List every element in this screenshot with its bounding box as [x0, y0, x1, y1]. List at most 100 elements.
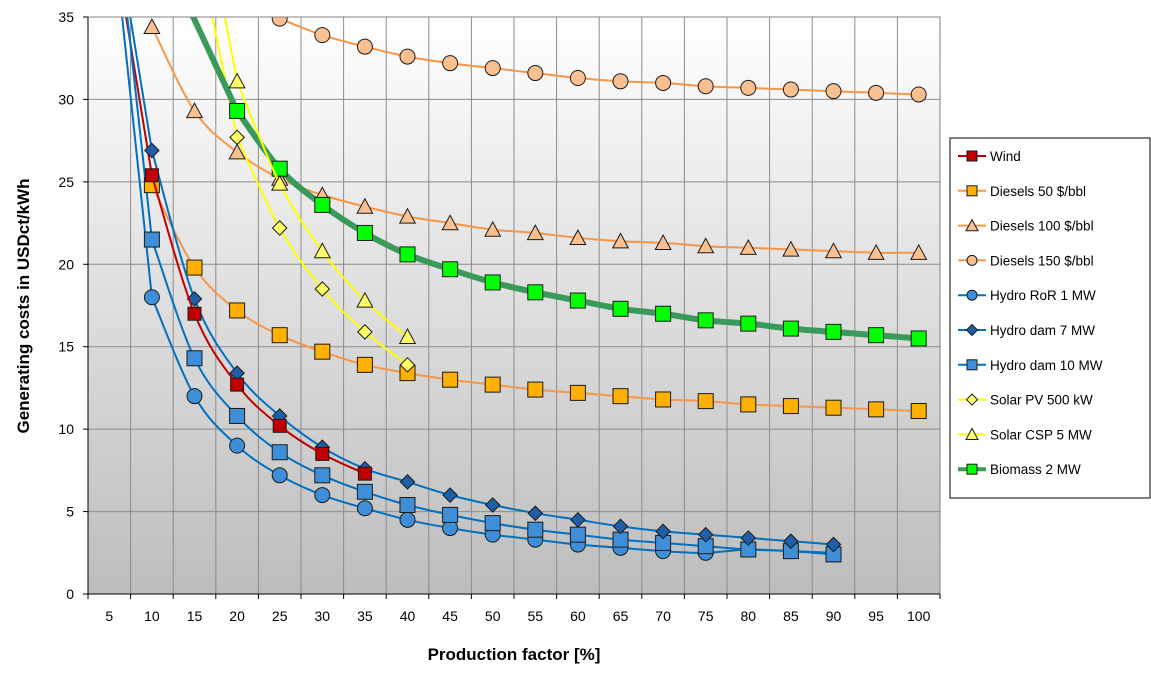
data-point [186, 259, 203, 276]
data-point [441, 214, 459, 231]
data-point [187, 306, 202, 321]
data-point [484, 376, 501, 393]
data-point [612, 531, 629, 548]
data-point [144, 142, 160, 159]
data-point [186, 388, 203, 405]
data-point [228, 72, 246, 89]
data-point [314, 281, 331, 297]
data-point [144, 168, 159, 183]
data-point [442, 55, 459, 72]
data-point [271, 174, 289, 191]
data-point [356, 38, 373, 55]
curve-extension [129, 17, 153, 152]
legend-swatch-marker [966, 185, 978, 197]
legend-label: Hydro dam 10 MW [990, 358, 1103, 373]
y-tick-label: 15 [58, 339, 74, 355]
data-point [484, 60, 501, 77]
data-point [229, 302, 246, 319]
data-point [484, 515, 501, 532]
data-point [230, 377, 245, 392]
data-point [825, 536, 842, 553]
x-tick-label: 75 [698, 608, 714, 624]
data-point [910, 330, 927, 347]
legend-item[interactable]: Diesels 50 $/bbl [958, 184, 1086, 199]
legend-label: Diesels 100 $/bbl [990, 219, 1094, 234]
data-point [229, 102, 246, 119]
data-point [271, 327, 288, 344]
legend-item[interactable]: Wind [958, 149, 1021, 164]
data-point [868, 327, 885, 344]
legend-item[interactable]: Hydro RoR 1 MW [958, 288, 1096, 303]
legend-swatch-marker [966, 254, 978, 266]
legend-item[interactable]: Biomass 2 MW [958, 462, 1081, 477]
data-point [186, 350, 203, 367]
data-point [697, 526, 714, 543]
data-point [399, 474, 416, 490]
data-point [526, 224, 544, 241]
x-tick-label: 20 [229, 608, 245, 624]
data-point [356, 197, 374, 214]
data-point [314, 196, 331, 213]
y-axis-title: Generating costs in USDct/kWh [14, 178, 33, 433]
data-point [229, 437, 246, 454]
legend-swatch-marker [965, 218, 979, 232]
x-tick-label: 55 [528, 608, 544, 624]
data-point [398, 207, 417, 224]
data-point [611, 232, 630, 249]
data-point [399, 356, 416, 373]
data-point [782, 398, 799, 415]
data-point [484, 220, 502, 237]
legend-swatch-marker [965, 323, 979, 337]
x-tick-label: 50 [485, 608, 501, 624]
data-point [697, 237, 715, 254]
curve-extension [126, 17, 153, 241]
data-point [783, 533, 799, 550]
data-point [868, 84, 885, 101]
data-point [398, 327, 417, 344]
curve-extension [189, 17, 241, 114]
data-point [356, 224, 373, 241]
y-tick-label: 5 [66, 504, 74, 520]
legend-box [949, 137, 1151, 499]
data-point [782, 240, 800, 257]
legend[interactable]: Wind Diesels 50 $/bbl Diesels 100 $/bbl Die… [949, 137, 1151, 499]
data-point [143, 231, 160, 248]
data-point [356, 500, 373, 517]
x-tick-label: 15 [187, 608, 203, 624]
legend-item[interactable]: Diesels 150 $/bbl [958, 253, 1094, 268]
legend-item[interactable]: Diesels 100 $/bbl [958, 218, 1094, 234]
legend-item[interactable]: Solar CSP 5 MW [958, 427, 1092, 442]
x-tick-label: 35 [357, 608, 373, 624]
legend-item[interactable]: Hydro dam 7 MW [958, 323, 1095, 338]
data-point [357, 324, 373, 340]
axes: 5 10 15 20 25 30 35 40 45 50 55 60 65 70 75 80 85 90 95 100… [58, 9, 941, 624]
data-point [228, 143, 246, 160]
y-tick-label: 0 [66, 586, 74, 602]
data-point [315, 446, 330, 461]
y-tick-label: 30 [58, 91, 74, 107]
data-point [655, 391, 672, 408]
data-point [740, 79, 757, 96]
data-point [612, 518, 629, 535]
series-hydro-dam-10-mw [143, 231, 842, 563]
data-point [527, 521, 544, 538]
data-point [697, 393, 714, 410]
x-tick-label: 25 [272, 608, 288, 624]
legend-item[interactable]: Solar PV 500 kW [958, 393, 1093, 408]
data-point [442, 487, 458, 503]
x-tick-label: 65 [613, 608, 629, 624]
data-point [910, 86, 927, 103]
legend-item[interactable]: Hydro dam 10 MW [958, 358, 1103, 373]
data-point [569, 526, 586, 543]
data-point [527, 65, 544, 82]
data-point [740, 315, 757, 332]
x-tick-label: 45 [442, 608, 458, 624]
data-point [314, 487, 331, 504]
curve-extensions [121, 17, 241, 299]
y-tick-label: 20 [58, 256, 74, 272]
data-point [697, 78, 714, 95]
curve-extension [211, 17, 239, 139]
data-point [824, 242, 843, 259]
legend-swatch-marker [966, 289, 978, 301]
